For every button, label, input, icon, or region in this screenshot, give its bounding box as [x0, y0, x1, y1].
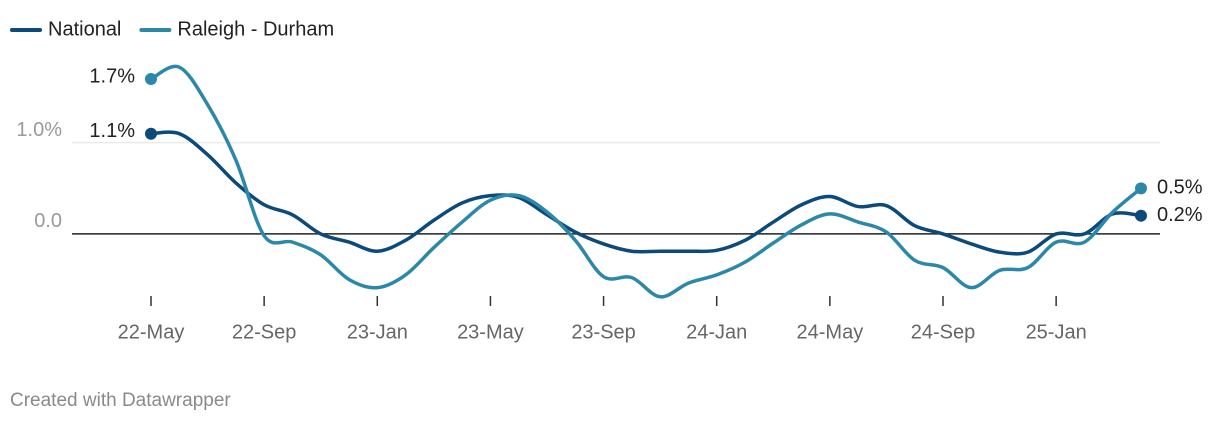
y-tick-label: 0.0	[34, 210, 62, 232]
x-tick-label: 23-Jan	[347, 321, 408, 343]
x-tick-label: 24-May	[797, 321, 864, 343]
x-tick-label: 24-Sep	[911, 321, 976, 343]
x-tick-label: 22-Sep	[232, 321, 297, 343]
series-line	[149, 64, 1143, 299]
y-tick-label: 1.0%	[16, 119, 62, 141]
legend-label: National	[48, 18, 121, 40]
value-label: 0.5%	[1157, 177, 1203, 199]
x-tick-label: 23-Sep	[571, 321, 636, 343]
legend-label: Raleigh - Durham	[177, 18, 334, 40]
end-point	[1135, 182, 1147, 195]
series-line	[149, 130, 1143, 256]
end-point	[145, 73, 157, 86]
end-point	[145, 127, 157, 140]
x-tick-label: 22-May	[118, 321, 185, 343]
value-label: 0.2%	[1157, 204, 1203, 226]
end-point	[1135, 209, 1147, 222]
x-tick-label: 23-May	[457, 321, 524, 343]
footer: Created with Datawrapper	[10, 390, 231, 411]
value-label: 1.7%	[89, 65, 135, 87]
value-label: 1.1%	[89, 120, 135, 142]
x-tick-label: 24-Jan	[686, 321, 747, 343]
x-tick-label: 25-Jan	[1026, 321, 1087, 343]
